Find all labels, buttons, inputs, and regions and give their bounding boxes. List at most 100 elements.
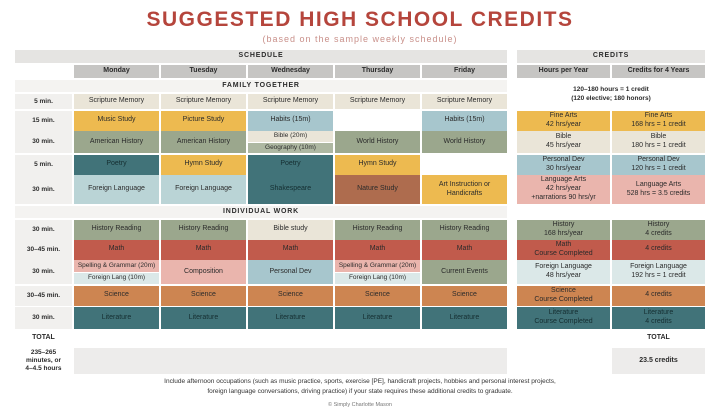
schedule-cell: Literature: [161, 307, 246, 330]
day-header-tuesday: Tuesday: [161, 65, 246, 79]
table-column-header-row: Monday Tuesday Wednesday Thursday Friday…: [15, 65, 705, 79]
schedule-cell: Personal Dev: [248, 260, 333, 285]
schedule-cell: Scripture Memory: [422, 94, 507, 110]
schedule-cell: History Reading: [422, 220, 507, 240]
total-credits: 23.5 credits: [612, 348, 705, 375]
table-row: 5 min. Scripture Memory Scripture Memory…: [15, 94, 705, 110]
table-row: 15 min. Music Study Picture Study Habits…: [15, 111, 705, 131]
hours-per-year-header: Hours per Year: [517, 65, 610, 79]
schedule-cell: Current Events: [422, 260, 507, 285]
schedule-cell: Scripture Memory: [248, 94, 333, 110]
section-header-family-together: FAMILY TOGETHER: [15, 80, 705, 93]
hours-cell: Bible 45 hrs/year: [517, 131, 610, 154]
hours-cell: Language Arts 42 hrs/year +narrations 90…: [517, 175, 610, 205]
time-label: 30 min.: [15, 220, 72, 240]
time-label: 15 min.: [15, 111, 72, 131]
schedule-cell: Scripture Memory: [335, 94, 420, 110]
credits-cell: Fine Arts 168 hrs = 1 credit: [612, 111, 705, 131]
hours-cell: Fine Arts 42 hrs/year: [517, 111, 610, 131]
total-label-left: TOTAL: [32, 334, 55, 342]
credits-4-years-header: Credits for 4 Years: [612, 65, 705, 79]
day-header-friday: Friday: [422, 65, 507, 79]
schedule-subcell: Foreign Lang (10m): [74, 272, 159, 285]
schedule-cell: Literature: [248, 307, 333, 330]
schedule-cell: Composition: [161, 260, 246, 285]
credits-cell: 4 credits: [612, 240, 705, 260]
schedule-cell: Poetry: [248, 155, 333, 175]
hours-cell: Personal Dev 30 hrs/year: [517, 155, 610, 175]
time-column-header: [15, 65, 72, 78]
hours-cell: Math Course Completed: [517, 240, 610, 260]
table-row: 30 min. Spelling & Grammar (20m) Foreign…: [15, 260, 705, 285]
credits-cell: History 4 credits: [612, 220, 705, 240]
footnote: Include afternoon occupations (such as m…: [164, 378, 556, 395]
schedule-cell-split: Spelling & Grammar (20m) Foreign Lang (1…: [335, 260, 420, 285]
page-subtitle: (based on the sample weekly schedule): [262, 34, 458, 45]
copyright: © Simply Charlotte Mason: [328, 401, 392, 408]
section-label: INDIVIDUAL WORK: [15, 206, 507, 219]
day-header-thursday: Thursday: [335, 65, 420, 79]
schedule-cell: Foreign Language: [74, 175, 159, 205]
table-row: 30–45 min. Math Math Math Math Math Math…: [15, 240, 705, 260]
schedule-cell: Habits (15m): [422, 111, 507, 131]
time-label: 30 min.: [15, 131, 72, 154]
schedule-cell: Nature Study: [335, 175, 420, 205]
credit-conversion-note: 120–180 hours = 1 credit (120 elective; …: [571, 85, 651, 102]
schedule-cell: Bible study: [248, 220, 333, 240]
schedule-cell: Scripture Memory: [161, 94, 246, 110]
time-label: 30–45 min.: [15, 286, 72, 306]
credits-group-header: CREDITS: [517, 50, 705, 64]
schedule-cell: Science: [335, 286, 420, 306]
schedule-cell: World History: [422, 131, 507, 154]
schedule-cell: Math: [335, 240, 420, 260]
page-title: SUGGESTED HIGH SCHOOL CREDITS: [146, 8, 574, 31]
total-band: [74, 348, 507, 375]
schedule-cell: Math: [248, 240, 333, 260]
credits-table: SCHEDULE CREDITS Monday Tuesday Wednesda…: [15, 50, 705, 375]
credits-cell: Personal Dev 120 hrs = 1 credit: [612, 155, 705, 175]
schedule-cell: Math: [74, 240, 159, 260]
schedule-cell: History Reading: [335, 220, 420, 240]
schedule-cell: Foreign Language: [161, 175, 246, 205]
schedule-cell: Literature: [74, 307, 159, 330]
schedule-cell: Picture Study: [161, 111, 246, 131]
schedule-cell: Math: [161, 240, 246, 260]
schedule-cell-empty: [422, 155, 507, 175]
time-label: 5 min.: [15, 94, 72, 110]
schedule-cell: Poetry: [74, 155, 159, 175]
schedule-cell: Habits (15m): [248, 111, 333, 131]
schedule-cell: Scripture Memory: [74, 94, 159, 110]
table-row: 5 min. Poetry Hymn Study Poetry Hymn Stu…: [15, 155, 705, 175]
time-label: 30 min.: [15, 307, 72, 330]
credits-cell: Bible 180 hrs = 1 credit: [612, 131, 705, 154]
total-label-right: TOTAL: [647, 334, 670, 342]
total-minutes: 235–265 minutes, or 4–4.5 hours: [25, 349, 62, 373]
day-header-monday: Monday: [74, 65, 159, 79]
schedule-cell: History Reading: [161, 220, 246, 240]
schedule-cell: American History: [74, 131, 159, 154]
schedule-subcell: Bible (20m): [248, 131, 333, 142]
schedule-cell: World History: [335, 131, 420, 154]
schedule-cell-split: Spelling & Grammar (20m) Foreign Lang (1…: [74, 260, 159, 285]
schedule-cell: Literature: [422, 307, 507, 330]
table-header-group-row: SCHEDULE CREDITS: [15, 50, 705, 64]
schedule-cell: Literature: [335, 307, 420, 330]
schedule-group-header: SCHEDULE: [15, 50, 507, 64]
day-header-wednesday: Wednesday: [248, 65, 333, 79]
schedule-cell-split: Bible (20m) Geography (10m): [248, 131, 333, 154]
time-label: 30–45 min.: [15, 240, 72, 260]
time-label: 30 min.: [15, 175, 72, 205]
credits-cell: Foreign Language 192 hrs = 1 credit: [612, 260, 705, 285]
schedule-cell: Shakespeare: [248, 175, 333, 205]
time-label: 30 min.: [15, 260, 72, 285]
schedule-cell: History Reading: [74, 220, 159, 240]
schedule-cell-empty: [335, 111, 420, 131]
table-row: 30 min. Literature Literature Literature…: [15, 307, 705, 330]
schedule-cell: Music Study: [74, 111, 159, 131]
schedule-subcell: Geography (10m): [248, 142, 333, 154]
section-label: FAMILY TOGETHER: [15, 80, 507, 93]
time-label: 5 min.: [15, 155, 72, 175]
schedule-cell: Science: [161, 286, 246, 306]
hours-cell: Foreign Language 48 hrs/year: [517, 260, 610, 285]
